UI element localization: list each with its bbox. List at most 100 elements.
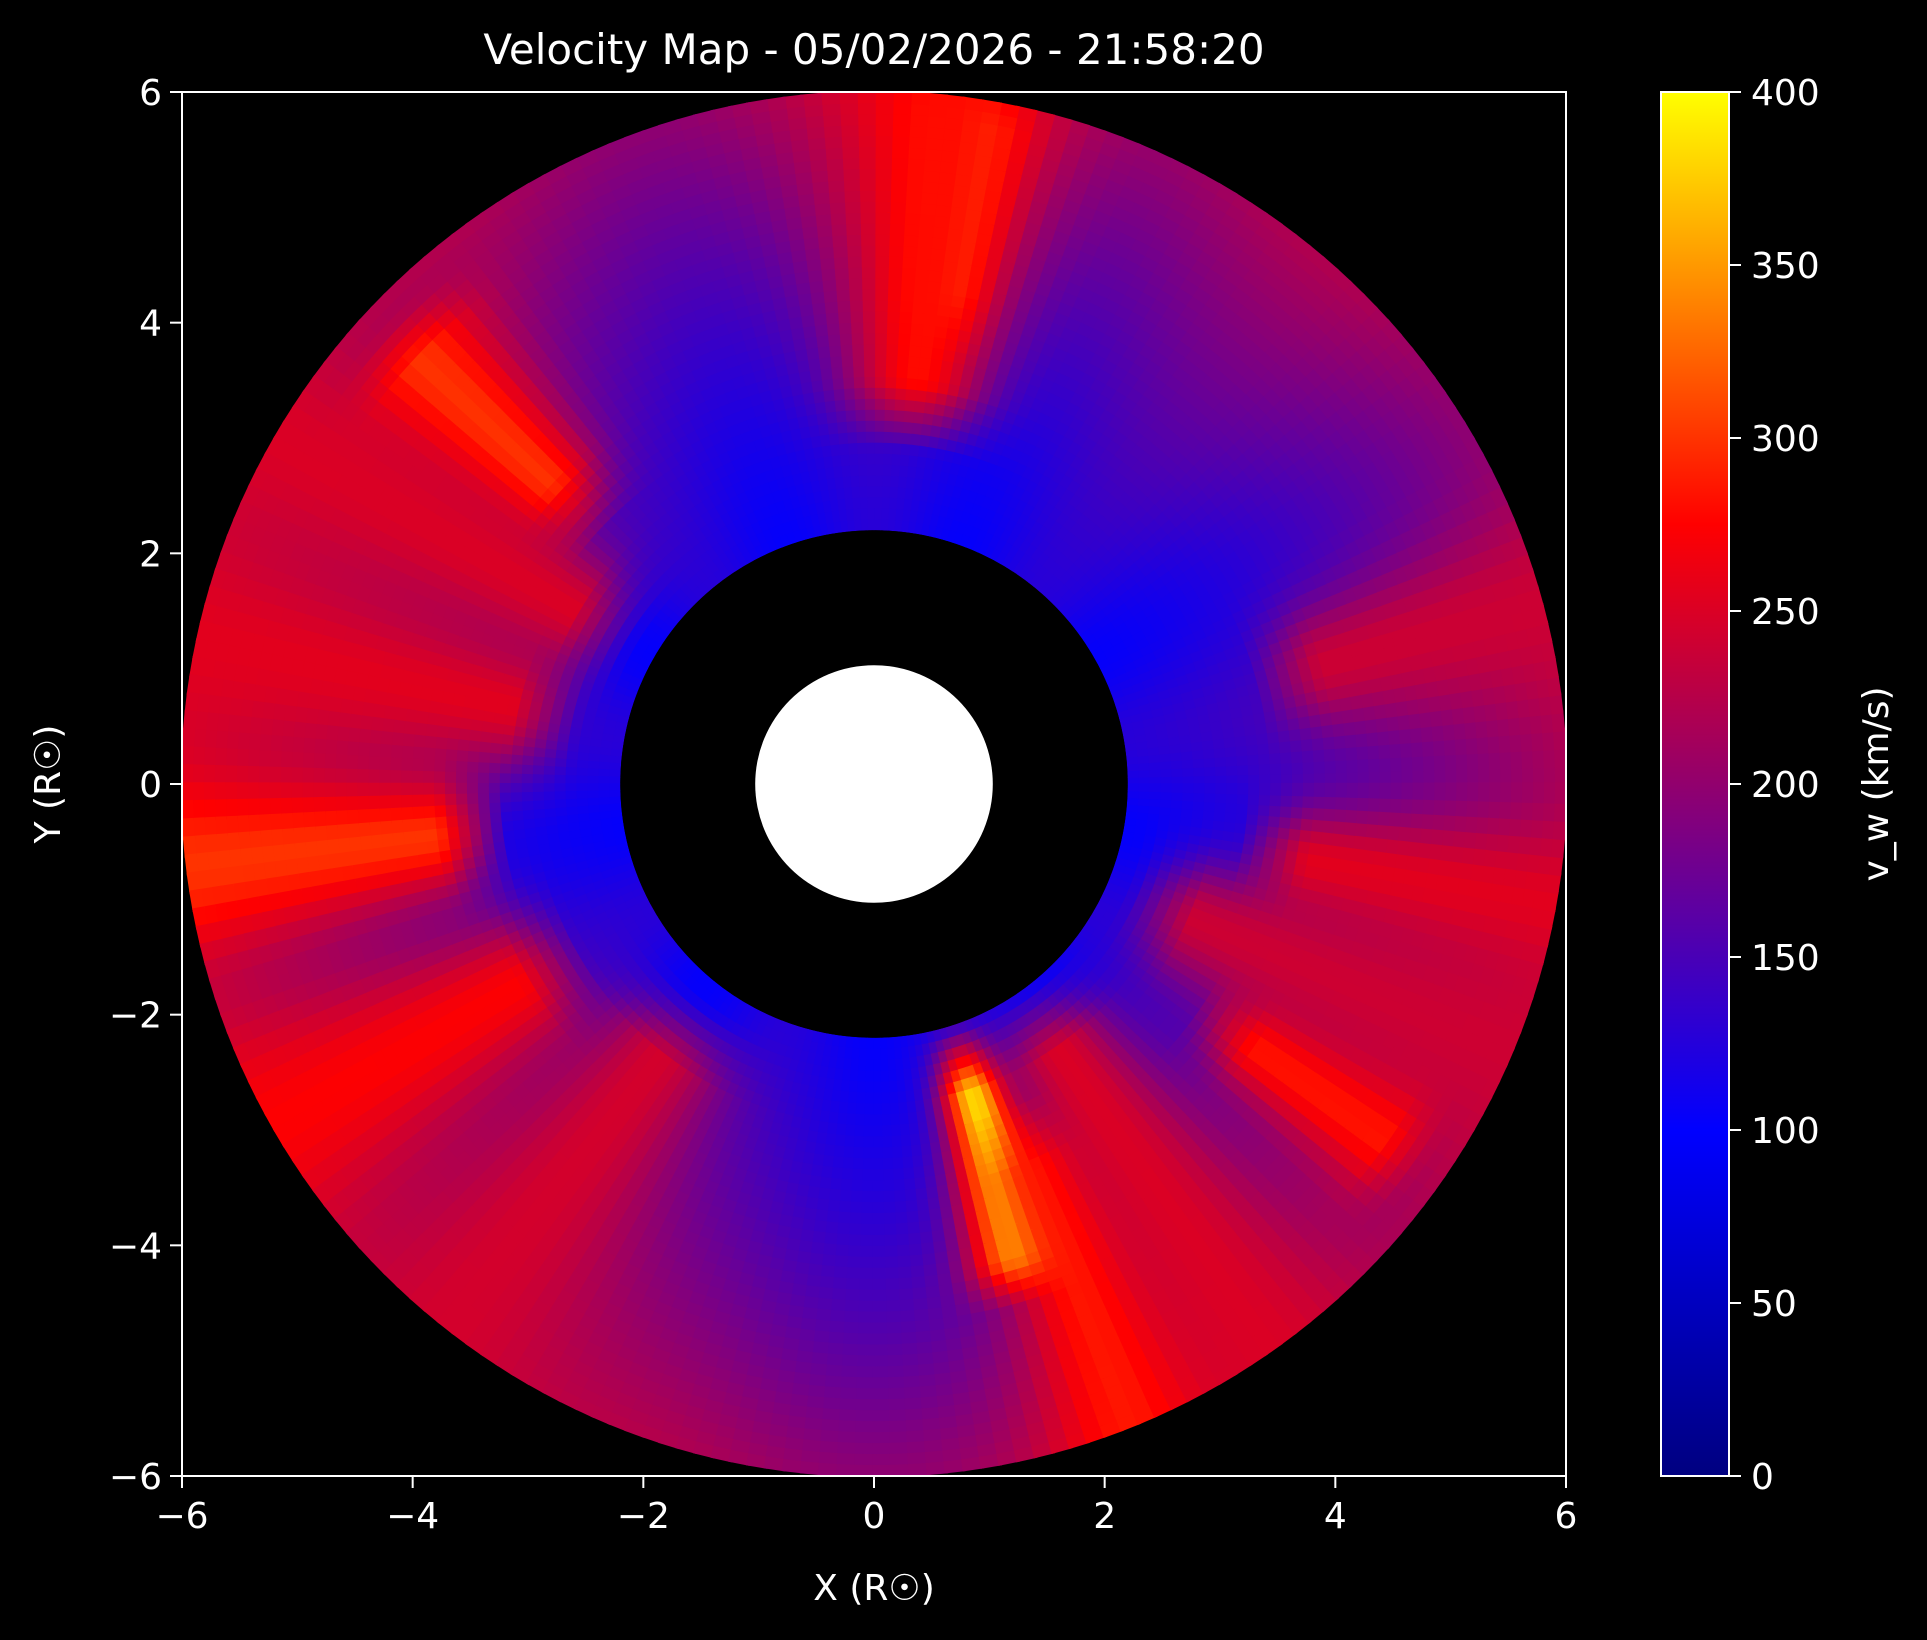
heatmap-cell	[881, 1103, 893, 1116]
heatmap-cell	[741, 537, 755, 552]
heatmap-cell	[1132, 654, 1148, 669]
heatmap-cell	[845, 1124, 857, 1138]
heatmap-cell	[531, 783, 544, 794]
heatmap-cell	[1171, 783, 1184, 793]
heatmap-cell	[1215, 783, 1228, 795]
heatmap-cell	[1204, 783, 1217, 794]
heatmap-cell	[1182, 766, 1195, 777]
heatmap-cell	[501, 724, 516, 738]
heatmap-cell	[873, 1037, 882, 1050]
heatmap-cell	[1180, 749, 1194, 761]
heatmap-cell	[1221, 829, 1236, 842]
heatmap-cell	[531, 756, 545, 768]
heatmap-cell	[1112, 891, 1128, 904]
heatmap-cell	[765, 1015, 778, 1030]
heatmap-cell	[850, 496, 861, 510]
heatmap-cell	[987, 1019, 1001, 1035]
heatmap-cell	[610, 659, 626, 673]
heatmap-cell	[865, 496, 875, 509]
heatmap-cell	[633, 892, 649, 906]
heatmap-cell	[812, 1098, 825, 1112]
heatmap-cell	[864, 441, 875, 454]
heatmap-cell	[1096, 898, 1112, 912]
heatmap-cell	[897, 1090, 909, 1104]
heatmap-cell	[825, 421, 839, 435]
heatmap-cell	[1138, 790, 1151, 800]
heatmap-cell	[887, 507, 897, 521]
heatmap-cell	[887, 1047, 897, 1061]
heatmap-cell	[863, 1125, 875, 1138]
heatmap-cell	[600, 899, 616, 914]
heatmap-cell	[909, 498, 920, 512]
heatmap-cell	[1281, 782, 1294, 797]
heatmap-cell	[1193, 791, 1206, 803]
heatmap-cell	[873, 1081, 883, 1094]
heatmap-cell	[1212, 818, 1226, 832]
heatmap-cell	[1190, 739, 1204, 752]
heatmap-cell	[575, 790, 588, 801]
heatmap-cell	[873, 507, 882, 520]
heatmap-cell	[1126, 755, 1140, 765]
heatmap-cell	[873, 408, 885, 421]
heatmap-cell	[978, 1035, 992, 1051]
heatmap-cell	[520, 783, 533, 795]
heatmap-cell	[1093, 650, 1108, 664]
heatmap-cell	[1096, 656, 1112, 670]
heatmap-cell	[510, 810, 524, 823]
heatmap-cell	[873, 1103, 884, 1116]
heatmap-cell	[1180, 807, 1194, 819]
heatmap-cell	[831, 465, 843, 479]
heatmap-cell	[575, 759, 589, 770]
heatmap-cell	[873, 1048, 882, 1061]
heatmap-cell	[912, 476, 924, 491]
heatmap-cell	[880, 1037, 889, 1050]
heatmap-cell	[1200, 826, 1214, 839]
heatmap-cell	[577, 736, 591, 748]
heatmap-cell	[554, 807, 568, 819]
heatmap-cell	[1159, 752, 1172, 763]
heatmap-cell	[837, 1046, 847, 1060]
heatmap-cell	[576, 805, 589, 816]
heatmap-cell	[542, 799, 556, 811]
heatmap-cell	[1203, 791, 1217, 803]
heatmap-cell	[994, 1003, 1008, 1018]
heatmap-cell	[866, 1048, 875, 1061]
heatmap-cell	[992, 1029, 1006, 1044]
heatmap-cell	[1192, 757, 1206, 769]
heatmap-cell	[1202, 747, 1216, 759]
heatmap-cell	[855, 1113, 867, 1127]
heatmap-cell	[1105, 880, 1120, 893]
heatmap-cell	[873, 1092, 884, 1105]
heatmap-cell	[749, 520, 763, 536]
chart-title: Velocity Map - 05/02/2026 - 21:58:20	[483, 25, 1264, 74]
heatmap-cell	[512, 726, 527, 739]
heatmap-cell	[907, 443, 920, 457]
heatmap-cell	[543, 808, 557, 820]
heatmap-cell	[608, 803, 622, 813]
heatmap-cell	[858, 507, 868, 520]
heatmap-cell	[873, 463, 884, 476]
heatmap-cell	[837, 1112, 849, 1126]
heatmap-cell	[1125, 809, 1139, 820]
heatmap-cell	[1237, 773, 1250, 785]
heatmap-cell	[509, 764, 523, 776]
heatmap-cell	[928, 423, 942, 438]
heatmap-cell	[1171, 767, 1184, 777]
heatmap-cell	[509, 792, 523, 804]
heatmap-cell	[897, 464, 909, 478]
heatmap-cell	[873, 1125, 885, 1138]
heatmap-cell	[1302, 782, 1316, 797]
heatmap-cell	[1182, 783, 1195, 794]
heatmap-cell	[1157, 820, 1171, 832]
heatmap-cell	[987, 533, 1001, 549]
heatmap-cell	[1225, 792, 1239, 804]
heatmap-cell	[988, 546, 1002, 562]
heatmap-cell	[845, 518, 855, 532]
heatmap-cell	[900, 420, 913, 434]
heatmap-cell	[901, 508, 911, 522]
heatmap-cell	[607, 888, 623, 902]
heatmap-cell	[1138, 776, 1151, 785]
heatmap-cell	[866, 507, 875, 520]
heatmap-cell	[520, 801, 534, 813]
heatmap-cell	[994, 1052, 1008, 1068]
